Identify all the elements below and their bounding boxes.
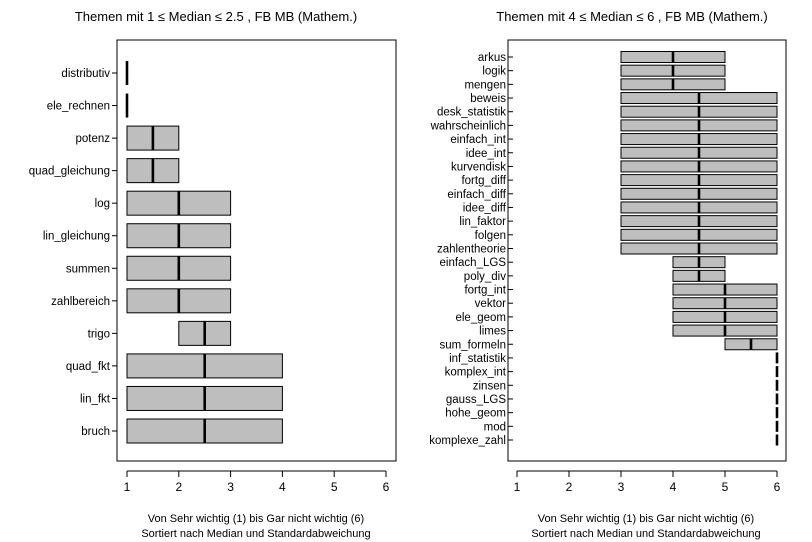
x-tick-label-3: 3 <box>227 480 234 494</box>
category-label-limes: limes <box>479 326 506 338</box>
x-tick-label-5: 5 <box>331 480 338 494</box>
category-label-einfach_LGS: einfach_LGS <box>440 257 507 269</box>
x-tick-label-5: 5 <box>722 480 729 494</box>
category-label-trigo: trigo <box>88 328 110 340</box>
left-chart-title: Themen mit 1 ≤ Median ≤ 2.5 , FB MB (Mat… <box>75 9 357 24</box>
category-label-idee_int: idee_int <box>466 148 507 160</box>
category-label-ele_geom: ele_geom <box>455 312 506 324</box>
x-tick-label-4: 4 <box>670 480 677 494</box>
x-tick-label-1: 1 <box>514 480 521 494</box>
category-label-distributiv: distributiv <box>61 68 110 80</box>
right-x-axis: 1 2 3 4 5 6 <box>514 470 781 494</box>
category-label-ele_rechnen: ele_rechnen <box>47 101 110 113</box>
x-tick-label-1: 1 <box>124 480 131 494</box>
category-label-arkus: arkus <box>478 52 506 64</box>
x-tick-label-4: 4 <box>279 480 286 494</box>
category-label-einfach_diff: einfach_diff <box>447 189 506 201</box>
x-tick-label-6: 6 <box>383 480 390 494</box>
category-label-lin_gleichung: lin_gleichung <box>43 231 110 243</box>
category-label-quad_fkt: quad_fkt <box>66 361 111 373</box>
category-label-einfach_int: einfach_int <box>450 134 506 146</box>
right-plot-frame <box>507 39 787 462</box>
left-chart-subtitle: Sortiert nach Median und Standardabweich… <box>141 528 370 540</box>
category-label-komplexe_zahl: komplexe_zahl <box>429 435 506 447</box>
category-label-hohe_geom: hohe_geom <box>445 408 506 420</box>
category-label-gauss_LGS: gauss_LGS <box>446 394 506 406</box>
x-tick-label-2: 2 <box>566 480 573 494</box>
category-label-zahlentheorie: zahlentheorie <box>437 244 506 256</box>
right-chart-title: Themen mit 4 ≤ Median ≤ 6 , FB MB (Mathe… <box>496 9 767 24</box>
category-label-lin_fkt: lin_fkt <box>80 393 111 405</box>
category-label-poly_div: poly_div <box>464 271 506 283</box>
category-label-inf_statistik: inf_statistik <box>449 353 506 365</box>
x-tick-label-3: 3 <box>618 480 625 494</box>
right-boxplot-panel: Themen mit 4 ≤ Median ≤ 6 , FB MB (Mathe… <box>429 9 787 540</box>
category-label-wahrscheinlich: wahrscheinlich <box>430 120 506 132</box>
category-label-folgen: folgen <box>475 230 506 242</box>
x-tick-label-6: 6 <box>774 480 781 494</box>
left-x-axis: 1 2 3 4 5 6 <box>124 470 390 494</box>
category-label-quad_gleichung: quad_gleichung <box>29 166 110 178</box>
left-x-axis-label: Von Sehr wichtig (1) bis Gar nicht wicht… <box>148 513 364 525</box>
category-label-kurvendisk: kurvendisk <box>451 161 506 173</box>
category-label-idee_diff: idee_diff <box>463 202 507 214</box>
category-label-komplex_int: komplex_int <box>445 367 507 379</box>
category-label-sum_formeln: sum_formeln <box>440 339 506 351</box>
category-label-fortg_diff: fortg_diff <box>461 175 506 187</box>
left-plot-frame <box>116 39 397 462</box>
category-label-mengen: mengen <box>464 79 506 91</box>
right-x-axis-label: Von Sehr wichtig (1) bis Gar nicht wicht… <box>538 513 754 525</box>
category-label-logik: logik <box>482 66 506 78</box>
category-label-fortg_int: fortg_int <box>464 285 506 297</box>
category-label-bruch: bruch <box>81 426 110 438</box>
category-label-log: log <box>95 198 110 210</box>
category-label-lin_faktor: lin_faktor <box>459 216 506 228</box>
category-label-vektor: vektor <box>475 298 506 310</box>
category-label-mod: mod <box>484 421 506 433</box>
category-label-summen: summen <box>66 263 110 275</box>
left-boxes <box>125 61 283 444</box>
category-label-zinsen: zinsen <box>473 380 506 392</box>
x-tick-label-2: 2 <box>175 480 182 494</box>
category-label-beweis: beweis <box>470 93 506 105</box>
category-label-zahlbereich: zahlbereich <box>51 296 110 308</box>
category-label-desk_statistik: desk_statistik <box>437 107 506 119</box>
category-label-potenz: potenz <box>75 133 110 145</box>
right-boxes <box>620 51 779 446</box>
left-boxplot-panel: Themen mit 1 ≤ Median ≤ 2.5 , FB MB (Mat… <box>29 9 397 540</box>
right-chart-subtitle: Sortiert nach Median und Standardabweich… <box>531 528 760 540</box>
